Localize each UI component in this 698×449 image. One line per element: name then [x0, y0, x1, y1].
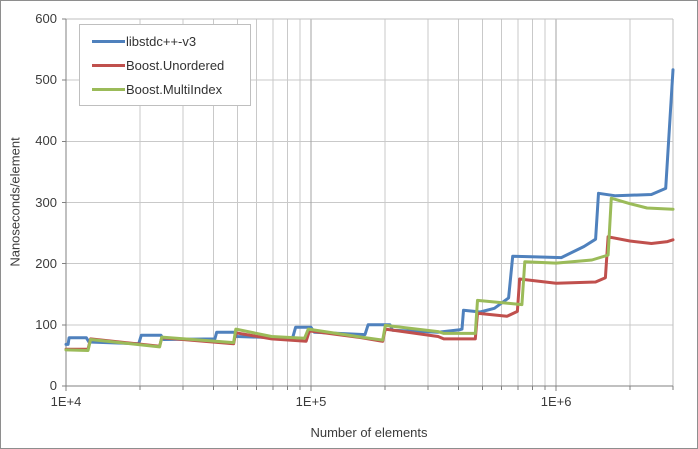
legend-item: Boost.MultiIndex [92, 82, 250, 97]
y-tick-label: 100 [35, 316, 57, 332]
y-tick-label: 300 [35, 194, 57, 210]
x-tick-label: 1E+4 [50, 394, 82, 409]
x-tick-label: 1E+5 [295, 394, 327, 409]
x-axis-title: Number of elements [310, 425, 428, 440]
legend-line-swatch [92, 39, 125, 43]
y-tick-label: 500 [35, 72, 57, 88]
legend-item: Boost.Unordered [92, 58, 250, 73]
legend-label: Boost.MultiIndex [126, 81, 223, 97]
y-tick-label: 200 [35, 255, 57, 271]
series-line-boost-multiindex [64, 196, 675, 352]
legend-label: Boost.Unordered [126, 57, 225, 73]
y-tick-label: 600 [35, 11, 57, 26]
y-axis-title: Nanoseconds/element [7, 137, 23, 267]
series-line-boost-unordered [64, 235, 675, 351]
y-tick-label: 400 [35, 133, 57, 149]
legend: libstdc++-v3 Boost.Unordered Boost.MultiIn… [79, 24, 251, 106]
y-tick-label: 0 [49, 378, 57, 393]
series-line-libstdc-v3 [64, 68, 675, 346]
legend-line-swatch [92, 87, 125, 91]
legend-label: libstdc++-v3 [126, 33, 197, 49]
legend-item: libstdc++-v3 [92, 34, 250, 49]
x-tick-label: 1E+6 [540, 394, 572, 409]
legend-line-swatch [92, 63, 125, 67]
